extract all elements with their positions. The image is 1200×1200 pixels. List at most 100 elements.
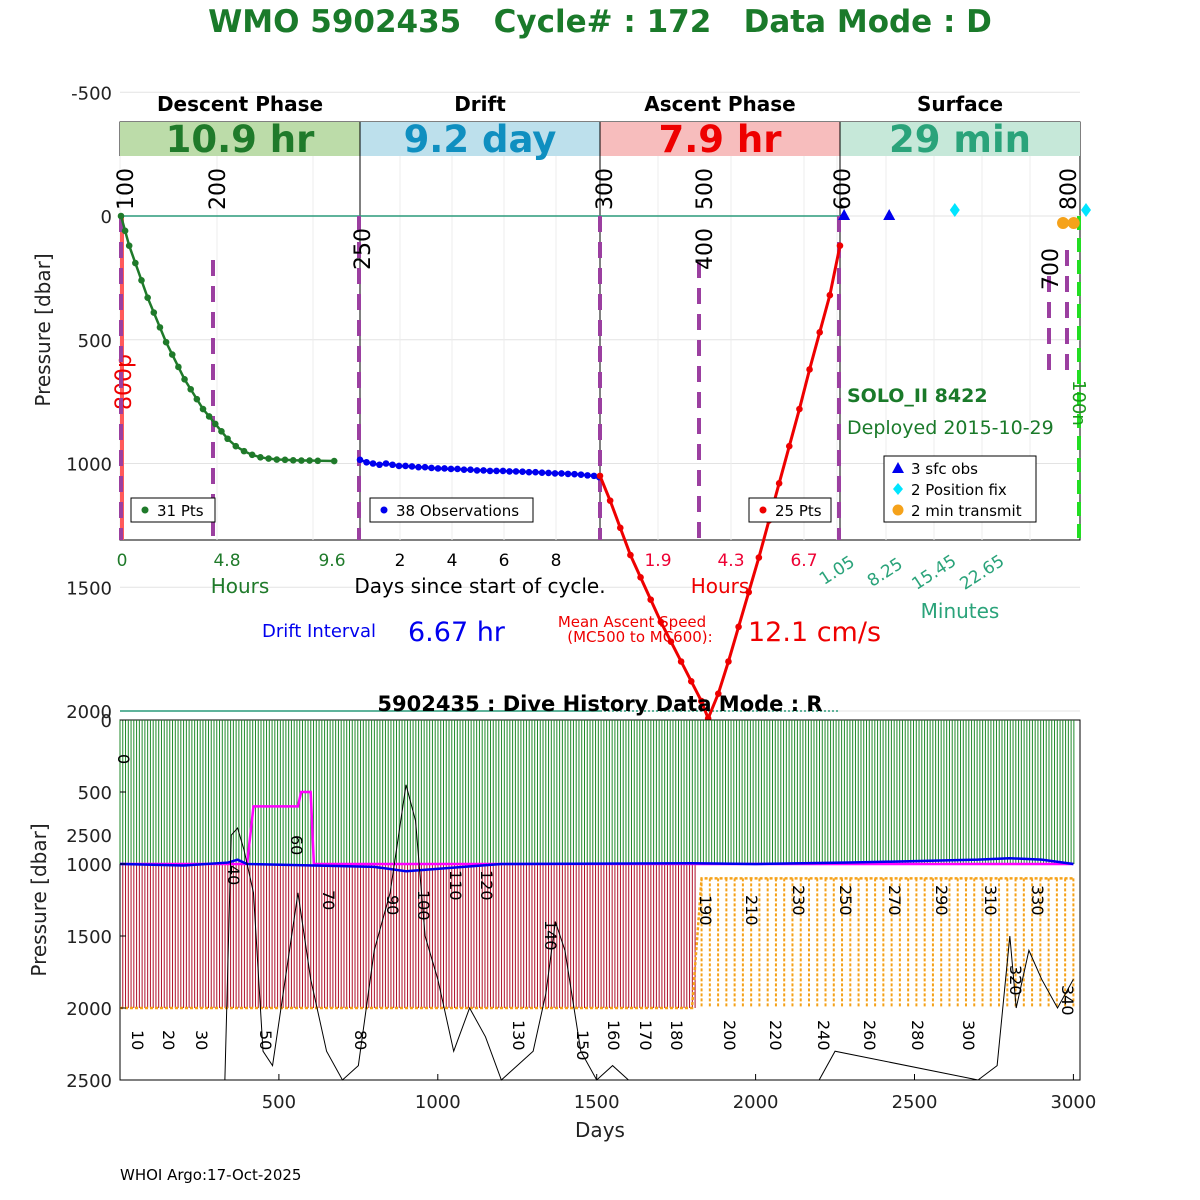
ascent-point <box>647 596 654 603</box>
measurement-code-label: 500 <box>693 168 718 210</box>
dive-history-chart: 5902435 : Dive History Data Mode : R 0 10 2… <box>27 692 1096 1142</box>
cycle-number-label: 220 <box>766 1020 785 1051</box>
ascent-point <box>806 366 813 373</box>
descent-point <box>218 428 225 435</box>
x-tick-label: 1.05 <box>816 552 859 589</box>
drift-interval-value: 6.67 hr <box>408 617 506 648</box>
cycle-number-label: 270 <box>885 885 904 916</box>
y-tick-label: 500 <box>78 783 112 804</box>
transmit-marker <box>1057 217 1070 229</box>
legend-drift-swatch <box>380 506 388 514</box>
ascent-point <box>826 291 834 299</box>
cycle-number-label: 320 <box>1006 965 1025 996</box>
ascent-speed-value: 12.1 cm/s <box>748 617 881 648</box>
x-tick-label: 4 <box>447 551 458 571</box>
cycle-number-label: 180 <box>667 1020 686 1051</box>
ascent-point <box>836 242 844 249</box>
cycle-number-label: 40 <box>224 865 243 885</box>
ascent-point <box>735 623 742 631</box>
cycle-number-label: 230 <box>789 885 808 916</box>
drift-point <box>382 460 390 467</box>
descent-point <box>162 338 170 346</box>
descent-point <box>248 451 256 459</box>
measurement-code-label: 250 <box>351 228 376 270</box>
surface-obs-marker <box>838 209 851 220</box>
series-park-pressure <box>120 790 1074 866</box>
descent-point <box>132 259 139 267</box>
ascent-point <box>687 678 695 685</box>
drift-point <box>519 468 526 475</box>
phase-title: Ascent Phase <box>644 92 795 116</box>
x-tick-label: 8.25 <box>864 554 907 591</box>
cycle-number-label: 260 <box>860 1020 879 1051</box>
descent-point <box>265 455 272 462</box>
x-tick-label: 4.8 <box>213 551 240 571</box>
ascent-point <box>715 690 722 697</box>
x-tick-label: 3000 <box>1050 1092 1096 1113</box>
legend-surface-label: 2 min transmit <box>911 502 1022 520</box>
drift-point <box>402 462 409 470</box>
cycle-number-label: 110 <box>446 870 465 901</box>
descent-point <box>121 227 129 235</box>
x-tick-label: 15.45 <box>908 551 960 594</box>
cycle-number-label: 100 <box>414 890 433 921</box>
drift-point <box>389 461 396 469</box>
y-axis-label: Pressure [dbar] <box>31 253 55 406</box>
descent-point <box>257 454 264 461</box>
drift-point <box>376 461 383 469</box>
drift-point <box>441 465 448 472</box>
descent-point <box>168 351 176 358</box>
cycle-number-label: 340 <box>1058 985 1077 1016</box>
ascent-point <box>745 588 753 596</box>
legend-ascent-swatch <box>759 506 767 514</box>
drift-point <box>369 460 377 467</box>
ascent-point <box>698 697 705 705</box>
descent-point <box>240 447 248 455</box>
drift-point <box>506 468 513 475</box>
phase-duration: 29 min <box>889 118 1031 161</box>
drift-point <box>512 468 520 475</box>
phase-band-2 <box>600 122 840 156</box>
measurement-code-label: 700 <box>1039 248 1064 290</box>
series-drift-pressure <box>119 856 1074 873</box>
drift-point <box>486 467 494 475</box>
x-axis-label-drift: Days since start of cycle. <box>354 574 605 598</box>
y-tick-label: 2500 <box>66 1071 112 1092</box>
y-tick-label: 1000 <box>66 455 112 476</box>
x-axis-label: Days <box>575 1118 625 1142</box>
drift-point <box>467 466 474 473</box>
ascent-point <box>596 472 604 480</box>
x-tick-label: 8 <box>551 551 562 571</box>
cycle-number-label: 330 <box>1028 885 1047 916</box>
ascent-point <box>667 638 675 645</box>
drift-point <box>499 467 507 475</box>
cycle-number-label: 190 <box>696 895 715 926</box>
cycle-number-label: 300 <box>959 1020 978 1051</box>
surface-obs-marker <box>883 209 896 220</box>
cycle-number-label: 120 <box>477 870 496 901</box>
chart-title: 5902435 : Dive History Data Mode : R <box>377 692 822 716</box>
descent-point <box>175 363 182 371</box>
phase-duration: 7.9 hr <box>658 118 782 161</box>
x-tick-label: 6 <box>499 551 510 571</box>
y-tick-label: 1500 <box>66 927 112 948</box>
cycle-number-label: 170 <box>636 1020 655 1051</box>
drift-point <box>577 471 585 478</box>
descent-point <box>117 212 125 220</box>
descent-point <box>150 309 158 316</box>
measurement-code-label: 800 <box>1057 168 1082 210</box>
drift-point <box>408 463 416 470</box>
drift-point <box>525 468 533 476</box>
x-axis-label-descent: Hours <box>211 574 270 598</box>
cycle-number-label: 250 <box>836 885 855 916</box>
drift-point <box>571 470 578 478</box>
drift-point <box>363 458 370 466</box>
cycle-number-label: 30 <box>192 1030 211 1050</box>
phase-band-1 <box>360 122 600 156</box>
descent-point <box>138 277 145 284</box>
ascent-point <box>657 618 665 626</box>
y-tick-label: 500 <box>78 331 112 352</box>
cycle-number-label: 160 <box>604 1020 623 1051</box>
y-tick-label: 2500 <box>66 826 112 847</box>
